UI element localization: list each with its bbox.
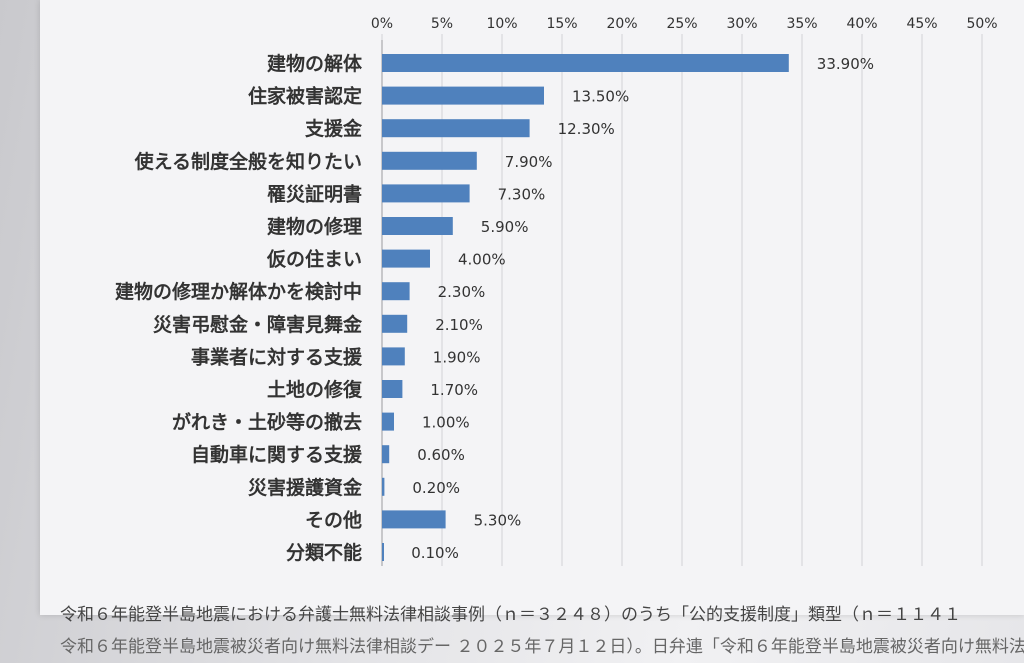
category-label: 建物の解体 [267,52,363,75]
data-label: 1.00% [422,414,470,432]
category-label: 自動車に関する支援 [191,443,363,466]
bar [382,151,477,170]
category-label: 住家被害認定 [248,85,362,108]
bar [382,249,430,268]
bar [382,477,385,496]
category-label: 災害援護資金 [248,476,363,499]
bar [382,380,403,398]
category-label: 仮の住まい [266,248,362,271]
x-tick-label: 40% [846,16,877,32]
data-label: 0.10% [411,544,459,562]
data-label: 7.30% [498,185,546,203]
data-label: 0.60% [417,446,465,464]
bar [382,543,384,561]
data-label: 2.10% [435,316,483,334]
x-tick-label: 10% [486,16,517,32]
category-label: 分類不能 [286,541,362,564]
data-label: 5.90% [481,218,529,236]
data-label: 2.30% [438,283,486,301]
bar [382,217,453,235]
category-label: 建物の修理 [267,215,362,238]
category-label: その他 [305,508,362,531]
data-label: 4.00% [458,251,506,269]
category-label: 支援金 [304,117,363,140]
bar [382,184,470,203]
data-label: 12.30% [558,120,615,138]
bar [382,86,544,105]
category-label: 使える制度全般を知りたい [134,150,362,173]
data-label: 13.50% [572,88,629,106]
category-label: がれき・土砂等の撤去 [172,411,362,434]
category-label: 罹災証明書 [267,182,362,205]
bar [382,314,408,333]
bar [382,119,530,138]
x-tick-label: 20% [606,16,637,32]
category-label: 災害弔慰金・障害見舞金 [153,313,363,336]
data-label: 1.90% [433,348,481,366]
bar [382,347,405,366]
data-label: 7.90% [505,153,553,171]
caption-line-2: 令和６年能登半島地震被災者向け無料法律相談デー ２０２５年７月１２日）。日弁連「… [60,637,1024,657]
data-label: 33.90% [817,55,874,73]
x-tick-label: 0% [371,16,393,32]
x-tick-label: 50% [966,16,997,32]
bar [382,412,394,431]
data-label: 5.30% [474,511,522,529]
x-tick-label: 30% [726,16,757,32]
category-label: 建物の修理か解体かを検討中 [115,280,362,303]
category-label: 事業者に対する支援 [191,345,363,368]
data-label: 1.70% [430,381,478,399]
caption-line-1: 令和６年能登半島地震における弁護士無料法律相談事例（ｎ＝３２４８）のうち「公的支… [60,605,961,625]
bar [382,445,390,464]
x-tick-label: 15% [546,16,577,32]
x-tick-label: 35% [786,16,817,32]
bar [382,510,446,529]
x-tick-label: 5% [431,16,453,32]
bar-chart: 0% 5% 10% 15% 20% 25% 30% 35% 40% 45% 50% 建物の解体 33.9… [115,16,998,566]
x-tick-label: 45% [906,16,937,32]
bar [382,54,789,72]
bar [382,282,410,301]
category-label: 土地の修復 [267,378,363,401]
data-label: 0.20% [412,479,460,497]
x-tick-label: 25% [666,16,697,32]
